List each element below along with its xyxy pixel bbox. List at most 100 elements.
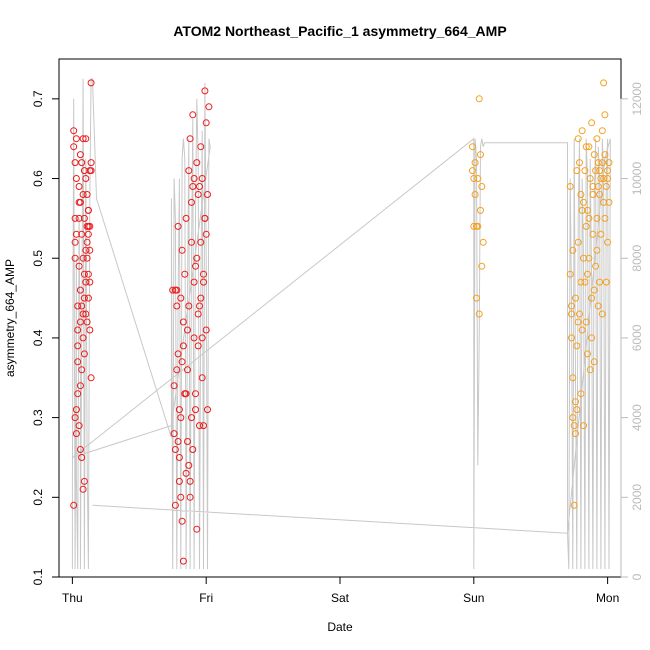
data-point bbox=[83, 254, 91, 262]
data-point bbox=[590, 358, 598, 366]
data-point bbox=[84, 206, 92, 214]
data-point bbox=[197, 294, 205, 302]
data-point bbox=[189, 446, 197, 453]
y-axis: 0.1 0.2 0.3 0.4 0.5 0.6 0.7 bbox=[31, 90, 60, 585]
y-tick-label: 0.5 bbox=[31, 250, 45, 267]
data-point bbox=[590, 286, 598, 294]
data-point bbox=[470, 222, 478, 230]
data-point bbox=[196, 302, 203, 310]
data-point bbox=[76, 286, 84, 294]
data-point bbox=[596, 167, 604, 175]
data-point bbox=[72, 230, 80, 238]
data-point bbox=[72, 175, 80, 182]
data-point bbox=[596, 278, 604, 286]
data-point bbox=[71, 159, 79, 167]
data-point bbox=[79, 135, 87, 143]
data-point bbox=[83, 191, 91, 198]
data-point bbox=[604, 175, 612, 182]
data-point bbox=[589, 230, 597, 238]
data-point bbox=[80, 350, 88, 358]
data-point bbox=[597, 230, 605, 238]
data-point bbox=[196, 183, 203, 190]
data-point bbox=[601, 111, 609, 119]
x-tick-label: Mon bbox=[596, 591, 619, 605]
x-axis-label: Date bbox=[327, 620, 353, 634]
data-point bbox=[582, 318, 590, 326]
data-point bbox=[74, 342, 82, 350]
data-point bbox=[573, 406, 581, 414]
y2-tick-label: 10000 bbox=[630, 162, 644, 196]
data-point bbox=[182, 214, 190, 222]
data-point bbox=[185, 167, 193, 175]
data-point bbox=[600, 198, 608, 206]
data-point bbox=[175, 454, 183, 461]
data-point bbox=[604, 238, 612, 246]
data-point bbox=[580, 422, 587, 430]
data-point bbox=[574, 238, 582, 246]
data-point bbox=[75, 198, 83, 206]
data-point bbox=[78, 366, 86, 374]
data-point bbox=[576, 159, 583, 167]
data-point bbox=[568, 302, 575, 310]
data-point bbox=[475, 95, 483, 103]
data-point bbox=[78, 230, 86, 238]
data-point bbox=[593, 214, 601, 222]
y2-axis: 0 2000 4000 6000 8000 10000 12000 bbox=[620, 82, 644, 580]
data-point bbox=[577, 191, 585, 198]
y-tick-label: 0.3 bbox=[31, 409, 45, 426]
data-point bbox=[84, 230, 92, 238]
data-point bbox=[82, 175, 90, 182]
data-point bbox=[568, 310, 575, 318]
y-tick-label: 0.2 bbox=[31, 489, 45, 506]
data-point bbox=[79, 310, 87, 318]
data-point bbox=[601, 214, 609, 222]
data-point bbox=[594, 183, 602, 190]
data-point bbox=[594, 302, 602, 310]
data-point bbox=[79, 334, 87, 342]
data-point bbox=[589, 183, 597, 190]
data-point bbox=[582, 222, 590, 230]
data-point bbox=[83, 318, 91, 326]
y2-tick-label: 0 bbox=[630, 573, 644, 580]
data-point bbox=[74, 390, 82, 398]
data-point bbox=[87, 159, 95, 167]
data-point bbox=[181, 270, 189, 278]
data-point bbox=[76, 382, 84, 390]
data-point bbox=[605, 198, 613, 206]
data-point bbox=[600, 79, 608, 87]
data-point bbox=[598, 310, 606, 318]
data-point bbox=[179, 318, 187, 326]
data-point bbox=[179, 557, 187, 565]
data-point bbox=[200, 422, 207, 430]
data-point bbox=[174, 222, 182, 230]
data-point bbox=[584, 206, 591, 214]
data-point bbox=[80, 270, 88, 278]
data-point bbox=[74, 358, 82, 366]
data-point bbox=[194, 191, 202, 198]
data-point bbox=[185, 461, 193, 469]
data-point bbox=[188, 238, 195, 246]
points-layer bbox=[70, 79, 613, 565]
data-point bbox=[196, 422, 203, 430]
plot-box bbox=[58, 58, 622, 578]
data-point bbox=[592, 262, 600, 270]
y2-tick-label: 6000 bbox=[630, 324, 644, 351]
data-point bbox=[577, 390, 585, 398]
data-point bbox=[79, 191, 87, 198]
data-point bbox=[72, 406, 80, 414]
data-point bbox=[86, 222, 94, 230]
data-point bbox=[175, 477, 183, 485]
data-point bbox=[79, 254, 87, 262]
x-tick-label: Sun bbox=[463, 591, 484, 605]
data-point bbox=[197, 143, 205, 151]
data-point bbox=[471, 191, 479, 198]
data-point bbox=[190, 175, 198, 182]
y-axis-label: asymmetry_664_AMP bbox=[3, 259, 17, 377]
data-point bbox=[198, 334, 206, 342]
data-point bbox=[184, 326, 191, 334]
data-point bbox=[75, 183, 83, 190]
data-point bbox=[200, 278, 207, 286]
data-point bbox=[71, 254, 79, 262]
data-point bbox=[469, 167, 476, 175]
data-point bbox=[84, 270, 92, 278]
